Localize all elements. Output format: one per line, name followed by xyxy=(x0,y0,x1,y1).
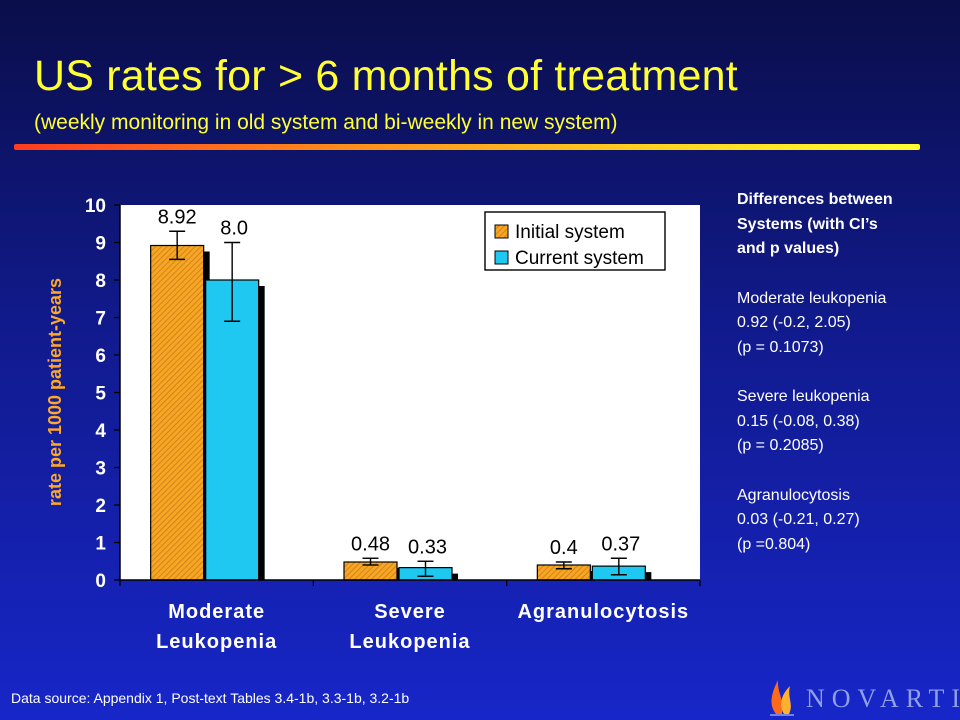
category-label: Leukopenia xyxy=(156,631,277,653)
difference-label: Severe leukopenia xyxy=(737,388,870,405)
heading-line: and p values) xyxy=(737,240,840,257)
legend-label: Current system xyxy=(515,248,644,269)
error-bar xyxy=(417,560,434,577)
legend-box xyxy=(484,211,666,271)
y-tick-label: 10 xyxy=(85,196,106,217)
flame-icon xyxy=(770,680,794,716)
error-bar xyxy=(169,230,186,261)
legend: Initial system Current system xyxy=(484,211,666,271)
y-tick-label: 1 xyxy=(95,534,106,555)
category-label: Moderate xyxy=(168,601,265,623)
bar-initial-system xyxy=(150,244,205,581)
data-label: 8.0 xyxy=(220,218,248,240)
y-tick-label: 3 xyxy=(95,459,106,480)
page-title: US rates for > 6 months of treatment xyxy=(34,52,738,100)
error-bar xyxy=(224,241,241,322)
y-tick-label: 4 xyxy=(95,421,106,442)
error-bar xyxy=(610,557,627,576)
data-source-note: Data source: Appendix 1, Post-text Table… xyxy=(11,690,410,706)
page-subtitle: (weekly monitoring in old system and bi-… xyxy=(34,111,618,134)
legend-swatch xyxy=(494,224,509,239)
bar-current-system xyxy=(205,279,260,581)
difference-p-value: (p =0.804) xyxy=(737,535,811,553)
category-label: Agranulocytosis xyxy=(517,601,689,623)
heading-line: Differences between xyxy=(737,191,893,208)
difference-severe-leukopenia: Severe leukopenia 0.15 (-0.08, 0.38) (p … xyxy=(737,385,952,459)
error-bar xyxy=(555,561,572,570)
data-label: 0.48 xyxy=(351,533,390,555)
differences-panel: Differences between Systems (with CI’s a… xyxy=(737,188,952,557)
title-underline xyxy=(14,144,920,150)
category-label: Severe xyxy=(374,601,446,623)
y-tick-label: 0 xyxy=(95,571,106,592)
legend-swatch xyxy=(494,250,509,265)
difference-ci: 0.92 (-0.2, 2.05) xyxy=(737,314,851,331)
y-tick-label: 6 xyxy=(95,346,106,367)
y-tick-label: 7 xyxy=(95,309,106,330)
data-label: 0.33 xyxy=(408,536,447,558)
error-bar xyxy=(362,557,379,566)
difference-moderate-leukopenia: Moderate leukopenia 0.92 (-0.2, 2.05) (p… xyxy=(737,287,952,361)
y-tick-label: 2 xyxy=(95,496,106,517)
y-tick-label: 8 xyxy=(95,271,106,292)
data-label: 0.37 xyxy=(601,533,640,555)
y-tick-label: 5 xyxy=(95,384,106,405)
differences-heading: Differences between Systems (with CI’s a… xyxy=(737,188,952,262)
difference-label: Agranulocytosis xyxy=(737,486,850,504)
data-label: 8.92 xyxy=(158,206,197,228)
difference-p-value: (p = 0.1073) xyxy=(737,338,824,356)
category-label: Leukopenia xyxy=(349,631,470,653)
difference-agranulocytosis: Agranulocytosis 0.03 (-0.21, 0.27) (p =0… xyxy=(737,484,952,558)
y-axis-title: rate per 1000 patient-years xyxy=(45,278,65,506)
difference-p-value: (p = 0.2085) xyxy=(737,437,824,454)
y-tick-label: 9 xyxy=(95,234,106,255)
difference-ci: 0.15 (-0.08, 0.38) xyxy=(737,412,860,430)
difference-ci: 0.03 (-0.21, 0.27) xyxy=(737,511,860,528)
novartis-logo: NOVARTIS xyxy=(762,674,960,716)
legend-label: Initial system xyxy=(515,222,625,243)
difference-label: Moderate leukopenia xyxy=(737,289,887,307)
heading-line: Systems (with CI’s xyxy=(737,215,878,233)
logo-wordmark: NOVARTIS xyxy=(806,684,960,713)
data-label: 0.4 xyxy=(550,537,578,559)
